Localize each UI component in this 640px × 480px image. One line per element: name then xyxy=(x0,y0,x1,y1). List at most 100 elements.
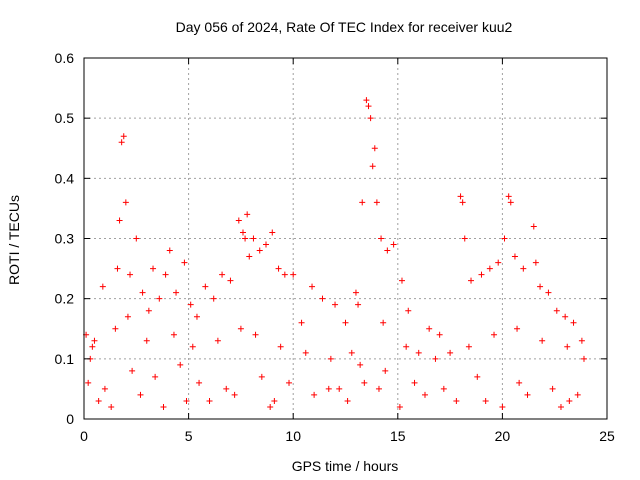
data-point xyxy=(189,343,196,350)
y-tick-label: 0.4 xyxy=(55,170,75,186)
data-point xyxy=(256,247,263,254)
data-point xyxy=(495,259,502,266)
data-point xyxy=(231,391,238,398)
data-point xyxy=(411,379,418,386)
y-tick-label: 0.1 xyxy=(55,351,75,367)
y-tick-label: 0.5 xyxy=(55,110,75,126)
data-point xyxy=(143,337,150,344)
data-point xyxy=(570,319,577,326)
data-point xyxy=(173,289,180,296)
data-point xyxy=(85,379,92,386)
data-points xyxy=(83,97,587,410)
data-point xyxy=(162,271,169,278)
data-point xyxy=(139,289,146,296)
data-point xyxy=(532,259,539,266)
data-point xyxy=(227,277,234,284)
data-point xyxy=(91,337,98,344)
data-point xyxy=(133,235,140,242)
data-point xyxy=(549,385,556,392)
y-tick-labels: 0 0.1 0.2 0.3 0.4 0.5 0.6 xyxy=(55,50,75,427)
data-point xyxy=(166,247,173,254)
data-point xyxy=(491,331,498,338)
data-point xyxy=(516,379,523,386)
data-point xyxy=(223,385,230,392)
data-point xyxy=(269,229,276,236)
data-point xyxy=(539,337,546,344)
data-point xyxy=(382,367,389,374)
data-point xyxy=(348,349,355,356)
data-point xyxy=(145,307,152,314)
data-point xyxy=(580,355,587,362)
data-point xyxy=(242,235,249,242)
data-point xyxy=(267,403,274,410)
data-point xyxy=(252,331,259,338)
data-point xyxy=(432,355,439,362)
data-point xyxy=(342,319,349,326)
data-point xyxy=(116,217,123,224)
data-point xyxy=(384,247,391,254)
data-point xyxy=(309,283,316,290)
data-point xyxy=(332,301,339,308)
data-point xyxy=(137,391,144,398)
data-point xyxy=(336,385,343,392)
data-point xyxy=(507,199,514,206)
y-tick-label: 0.3 xyxy=(55,231,75,247)
y-axis-label: ROTI / TECUs xyxy=(6,195,22,285)
data-point xyxy=(511,253,518,260)
data-point xyxy=(319,295,326,302)
y-tick-label: 0.2 xyxy=(55,291,75,307)
data-point xyxy=(219,271,226,278)
data-point xyxy=(457,193,464,200)
data-point xyxy=(150,265,157,272)
data-point xyxy=(183,397,190,404)
data-point xyxy=(302,349,309,356)
data-point xyxy=(390,241,397,248)
x-tick-label: 0 xyxy=(80,428,88,444)
data-point xyxy=(101,385,108,392)
data-point xyxy=(505,193,512,200)
x-tick-label: 10 xyxy=(285,428,301,444)
data-point xyxy=(468,277,475,284)
data-point xyxy=(344,397,351,404)
data-point xyxy=(564,343,571,350)
grid-lines xyxy=(84,58,607,419)
data-point xyxy=(177,361,184,368)
data-point xyxy=(537,283,544,290)
y-tick-label: 0.6 xyxy=(55,50,75,66)
data-point xyxy=(501,235,508,242)
x-axis-label: GPS time / hours xyxy=(292,458,399,474)
data-point xyxy=(355,301,362,308)
data-point xyxy=(181,259,188,266)
data-point xyxy=(196,379,203,386)
data-point xyxy=(363,97,370,104)
data-point xyxy=(277,343,284,350)
data-point xyxy=(237,325,244,332)
data-point xyxy=(369,163,376,170)
data-point xyxy=(290,271,297,278)
data-point xyxy=(114,265,121,272)
data-point xyxy=(403,343,410,350)
data-point xyxy=(160,403,167,410)
data-point xyxy=(275,265,282,272)
data-point xyxy=(478,271,485,278)
data-point xyxy=(239,229,246,236)
data-point xyxy=(380,319,387,326)
data-point xyxy=(574,391,581,398)
data-point xyxy=(566,397,573,404)
x-tick-label: 5 xyxy=(185,428,193,444)
data-point xyxy=(482,397,489,404)
data-point xyxy=(421,391,428,398)
data-point xyxy=(118,139,125,146)
data-point xyxy=(327,355,334,362)
data-point xyxy=(124,313,131,320)
data-point xyxy=(325,385,332,392)
data-point xyxy=(108,403,115,410)
data-point xyxy=(398,277,405,284)
data-point xyxy=(122,199,129,206)
data-point xyxy=(461,235,468,242)
chart-title: Day 056 of 2024, Rate Of TEC Index for r… xyxy=(176,19,513,35)
data-point xyxy=(426,325,433,332)
data-point xyxy=(459,199,466,206)
data-point xyxy=(499,403,506,410)
